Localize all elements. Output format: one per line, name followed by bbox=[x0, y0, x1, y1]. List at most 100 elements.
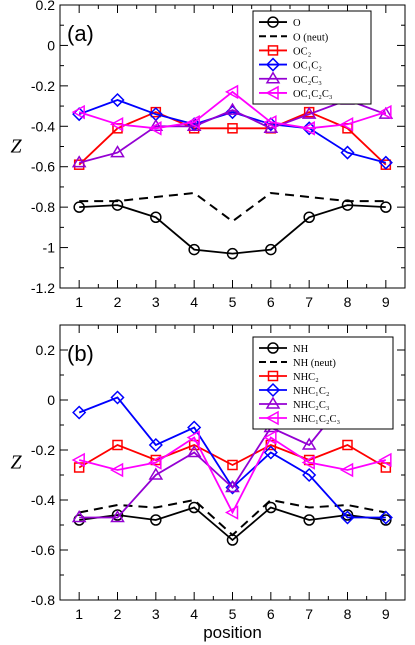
data-point bbox=[301, 437, 317, 450]
series-2 bbox=[73, 106, 392, 170]
x-tick-label: 2 bbox=[114, 606, 122, 622]
x-tick-label: 1 bbox=[75, 294, 83, 310]
y-tick-label: 0 bbox=[47, 37, 55, 53]
data-point bbox=[301, 455, 315, 470]
data-point bbox=[148, 437, 163, 453]
series-line bbox=[78, 90, 387, 130]
series-5 bbox=[71, 430, 392, 520]
y-tick-label: 0.2 bbox=[36, 342, 56, 358]
data-point bbox=[110, 92, 125, 108]
data-point bbox=[339, 117, 354, 132]
data-point bbox=[339, 462, 354, 478]
data-point bbox=[378, 452, 392, 468]
x-tick-label: 7 bbox=[305, 606, 313, 622]
legend-label: OC₂ bbox=[293, 46, 312, 57]
data-point bbox=[378, 510, 393, 525]
data-point bbox=[303, 211, 315, 223]
legend-marker bbox=[265, 71, 281, 84]
series-1 bbox=[79, 191, 386, 223]
y-tick-label: -0.4 bbox=[31, 492, 55, 508]
data-point bbox=[110, 510, 125, 523]
series-line bbox=[79, 506, 386, 542]
data-point bbox=[380, 201, 392, 213]
data-point bbox=[225, 102, 240, 115]
legend-label: NHC₁C₂ bbox=[293, 386, 330, 397]
x-tick-label: 9 bbox=[382, 294, 390, 310]
x-tick-label: 3 bbox=[152, 606, 160, 622]
data-point bbox=[224, 84, 239, 100]
legend-marker bbox=[265, 382, 281, 398]
data-point bbox=[301, 106, 317, 119]
x-tick-label: 1 bbox=[75, 606, 83, 622]
series-0 bbox=[73, 199, 392, 260]
data-point bbox=[71, 104, 85, 120]
data-point bbox=[224, 505, 239, 520]
data-point bbox=[263, 430, 277, 445]
x-tick-label: 5 bbox=[229, 294, 237, 310]
series-line bbox=[78, 99, 387, 164]
legend-marker bbox=[267, 16, 279, 28]
y-tick-label: 0.2 bbox=[36, 0, 56, 13]
y-tick-label: -0.8 bbox=[31, 199, 55, 215]
panel-a: -1.2 -1 -0.8 -0.6 -0.4 -0.2 0 0.2 1 2 3 4 5 6 7 8 9 Z (a) O… bbox=[10, 0, 406, 310]
y-tick-label: -0.2 bbox=[31, 78, 55, 94]
panel-label: (b) bbox=[67, 341, 94, 366]
data-point bbox=[148, 467, 164, 480]
data-point bbox=[186, 114, 200, 130]
data-point bbox=[188, 501, 200, 514]
x-tick-label: 3 bbox=[152, 294, 160, 310]
data-point bbox=[71, 452, 85, 468]
data-point bbox=[186, 445, 202, 458]
series-line bbox=[79, 498, 386, 537]
legend: O O (neut) OC₂ OC₁C₂ OC₂C₃ OC₁C₂C₃ bbox=[252, 10, 372, 105]
y-tick-label: -1.2 bbox=[31, 280, 55, 296]
legend-marker bbox=[267, 370, 279, 382]
x-tick-label: 6 bbox=[267, 294, 275, 310]
legend-label: OC₂C₃ bbox=[293, 75, 322, 86]
data-point bbox=[226, 247, 239, 260]
legend-marker bbox=[265, 85, 279, 101]
data-point bbox=[263, 445, 278, 460]
legend-label: O bbox=[293, 18, 301, 29]
x-tick-label: 4 bbox=[190, 294, 198, 310]
data-point bbox=[109, 462, 124, 478]
data-point bbox=[148, 118, 164, 132]
y-axis-label: Z bbox=[10, 136, 22, 158]
data-point bbox=[150, 211, 162, 223]
data-point bbox=[227, 459, 238, 471]
data-point bbox=[72, 107, 87, 122]
x-tick-label: 9 bbox=[382, 606, 390, 622]
y-tick-label: 0 bbox=[47, 392, 55, 408]
series-0 bbox=[73, 501, 392, 546]
data-point bbox=[302, 467, 317, 483]
x-tick-label: 5 bbox=[229, 606, 237, 622]
data-point bbox=[188, 243, 200, 256]
series-line bbox=[78, 444, 387, 469]
data-point bbox=[265, 243, 277, 256]
data-point bbox=[112, 439, 123, 451]
x-tick-label: 8 bbox=[344, 606, 352, 622]
legend-label: O (neut) bbox=[293, 32, 329, 43]
data-point bbox=[148, 455, 162, 470]
y-tick-label: -0.8 bbox=[31, 592, 55, 608]
legend-marker bbox=[265, 396, 281, 409]
y-tick-label: -0.4 bbox=[31, 118, 55, 134]
data-point bbox=[227, 123, 238, 134]
y-tick-label: -0.6 bbox=[31, 542, 55, 558]
data-point bbox=[110, 145, 125, 158]
data-point bbox=[148, 121, 162, 136]
legend: NH NH (neut) NHC₂ NHC₁C₂ NHC₂C₃ NHC₁C₂C₃ bbox=[252, 336, 394, 430]
legend-marker bbox=[267, 342, 279, 354]
x-tick-label: 8 bbox=[344, 294, 352, 310]
data-point bbox=[71, 510, 87, 523]
legend-label: OC₁C₂C₃ bbox=[293, 89, 333, 100]
legend-label: NH (neut) bbox=[293, 358, 336, 369]
x-axis-label: position bbox=[203, 623, 262, 642]
data-point bbox=[109, 117, 124, 132]
data-point bbox=[72, 405, 87, 420]
x-tick-label: 7 bbox=[305, 294, 313, 310]
series-line bbox=[79, 191, 386, 223]
data-point bbox=[340, 510, 355, 525]
legend-label: NHC₁C₂C₃ bbox=[293, 414, 340, 425]
